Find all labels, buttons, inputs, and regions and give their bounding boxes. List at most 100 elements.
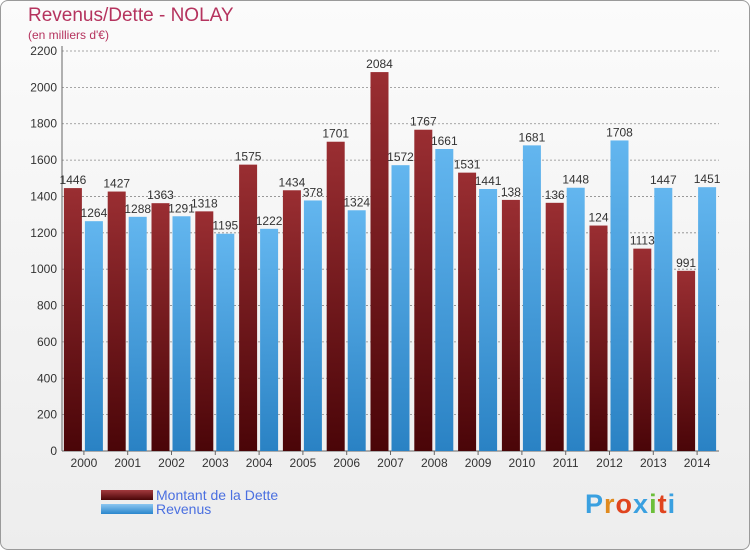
y-tick-label: 2200 [30,44,57,58]
data-label: 1767 [410,115,437,129]
data-label: 1288 [124,202,151,216]
legend-label-dette: Montant de la Dette [156,487,279,503]
y-tick-label: 800 [37,299,57,313]
bar-dette [633,248,652,451]
x-tick-label: 2003 [202,456,229,470]
bar-revenus [303,200,322,451]
y-tick-label: 2000 [30,80,57,94]
bar-revenus [84,221,103,451]
y-tick-label: 0 [50,444,57,458]
bar-revenus [566,187,585,451]
bar-dette [545,202,564,451]
y-tick-label: 1400 [30,189,57,203]
data-label: 1661 [431,134,458,148]
data-label: 1572 [387,150,414,164]
bar-dette [458,172,477,452]
bar-dette [151,203,170,451]
x-tick-label: 2008 [421,456,448,470]
data-label: 1708 [606,125,633,139]
x-tick-label: 2002 [158,456,185,470]
x-tick-label: 2006 [333,456,360,470]
proxiti-logo: Proxiti [585,489,676,520]
logo-letter: i [649,489,658,519]
data-label: 1701 [322,127,349,141]
data-label: 1318 [191,196,218,210]
bar-revenus [216,233,235,451]
logo-letter: x [633,489,650,519]
bar-revenus [260,228,279,451]
logo-letter: t [657,489,668,519]
x-tick-label: 2000 [71,456,98,470]
bar-revenus [654,187,673,451]
data-label: 136 [545,188,565,202]
chart-subtitle: (en milliers d'€) [28,28,109,42]
bar-revenus [435,149,454,451]
bar-dette [326,141,345,451]
logo-letter: i [667,489,677,519]
chart-title: Revenus/Dette - NOLAY [28,5,234,26]
y-tick-label: 1000 [30,262,57,276]
logo-letter: P [585,489,605,519]
bar-dette [370,72,389,451]
data-label: 1195 [212,219,238,233]
y-tick-label: 1600 [30,153,57,167]
data-label: 1264 [81,206,108,220]
bar-dette [107,191,126,451]
y-tick-label: 200 [37,408,57,422]
bar-dette [589,225,608,451]
data-label: 1291 [168,201,195,215]
x-tick-label: 2013 [640,456,667,470]
bar-revenus [128,216,147,451]
data-label: 138 [501,185,521,199]
bar-revenus [698,187,717,451]
bar-revenus [479,189,498,451]
legend-swatch-dette [101,490,153,500]
data-label: 1324 [343,195,370,209]
legend-label-revenus: Revenus [156,501,212,517]
x-tick-label: 2009 [465,456,492,470]
data-label: 1222 [256,214,283,228]
bar-dette [63,188,82,451]
legend-swatch-revenus [101,504,153,514]
x-tick-label: 2011 [553,456,579,470]
data-label: 2084 [366,57,393,71]
x-tick-label: 2005 [290,456,317,470]
x-tick-label: 2012 [596,456,623,470]
x-tick-label: 2007 [377,456,404,470]
x-tick-label: 2001 [114,456,141,470]
bar-dette [501,199,520,451]
data-label: 124 [588,211,608,225]
bar-revenus [391,165,410,451]
data-label: 1446 [60,173,87,187]
data-label: 1427 [103,177,130,191]
data-label: 1441 [475,174,502,188]
data-label: 1681 [519,130,546,144]
x-tick-label: 2014 [684,456,711,470]
bar-dette [239,164,258,452]
data-label: 991 [676,256,696,270]
bar-dette [414,129,433,451]
y-tick-label: 1200 [30,226,57,240]
logo-letter: r [604,489,616,519]
data-label: 1451 [694,172,721,186]
bar-revenus [172,216,191,451]
x-tick-label: 2004 [246,456,273,470]
y-tick-label: 1800 [30,117,57,131]
bar-revenus [522,145,541,451]
data-label: 378 [303,185,323,199]
data-label: 1113 [630,234,655,248]
bar-revenus [347,210,366,451]
data-label: 1575 [235,150,262,164]
data-label: 1447 [650,173,677,187]
bar-revenus [610,140,629,452]
y-tick-label: 400 [37,371,57,385]
x-tick-label: 2010 [509,456,536,470]
data-label: 1434 [279,175,306,189]
y-tick-label: 600 [37,335,57,349]
bar-dette [282,190,301,452]
data-label: 1363 [147,188,174,202]
bar-dette [195,211,214,451]
data-label: 1531 [454,158,481,172]
